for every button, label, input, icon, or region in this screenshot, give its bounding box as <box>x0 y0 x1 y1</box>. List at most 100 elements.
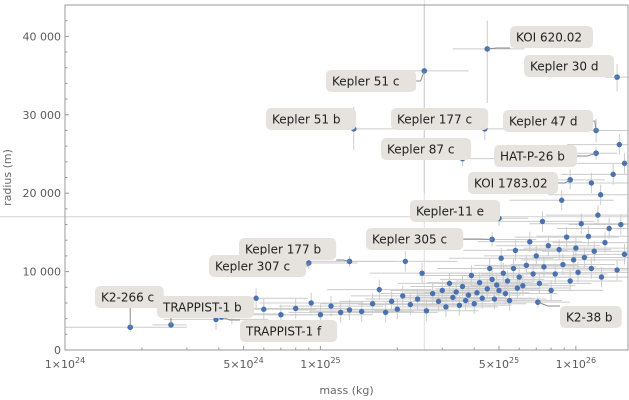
x-axis-label: mass (kg) <box>319 384 373 397</box>
label-box <box>266 108 357 130</box>
label-text: Kepler 51 c <box>332 75 399 89</box>
label-text: TRAPPIST-1 b <box>162 301 242 315</box>
data-point <box>261 306 267 312</box>
label-leader-line <box>577 152 597 157</box>
data-point <box>429 290 436 297</box>
data-point <box>610 171 616 178</box>
label-box <box>524 55 615 77</box>
data-point <box>439 287 446 294</box>
label-box <box>410 200 501 222</box>
data-point <box>456 302 463 309</box>
data-point <box>394 306 401 312</box>
point-label: TRAPPIST-1 b <box>157 296 255 318</box>
data-point <box>616 141 623 148</box>
data-point <box>510 265 517 272</box>
labeled-data-point <box>421 68 428 74</box>
data-point <box>423 308 430 314</box>
point-label: KOI 620.02 <box>510 26 593 48</box>
label-box <box>503 110 594 132</box>
point-label: Kepler-11 e <box>410 200 501 222</box>
data-point <box>337 309 344 316</box>
data-point <box>450 294 456 301</box>
data-point <box>614 267 620 273</box>
data-point <box>560 261 566 268</box>
data-point <box>498 255 504 261</box>
label-box <box>326 70 417 92</box>
data-point <box>588 265 595 272</box>
data-point <box>545 243 551 249</box>
labeled-data-point <box>168 322 174 328</box>
point-label: Kepler 51 c <box>326 70 417 92</box>
label-text: TRAPPIST-1 f <box>245 325 322 339</box>
data-point <box>213 316 219 323</box>
data-point <box>317 312 324 318</box>
data-point <box>552 271 558 277</box>
point-label: HAT-P-26 b <box>494 145 577 167</box>
x-tick-label: 5×1025 <box>479 356 519 371</box>
label-leader-line <box>221 316 240 321</box>
data-point <box>414 296 421 302</box>
data-point <box>376 286 382 293</box>
data-point <box>388 298 395 305</box>
point-label: Kepler 47 d <box>503 110 594 132</box>
data-point <box>536 280 543 287</box>
data-point <box>468 272 475 279</box>
label-box <box>510 26 593 48</box>
data-point <box>558 197 565 203</box>
data-point <box>496 287 502 294</box>
labeled-data-point <box>346 258 353 265</box>
label-leader-line <box>416 70 425 82</box>
label-text: HAT-P-26 b <box>500 150 565 164</box>
data-point <box>253 295 259 301</box>
data-point <box>459 283 466 290</box>
x-tick-label: 1×1024 <box>45 356 85 371</box>
data-point <box>621 160 628 167</box>
point-label: Kepler 177 c <box>391 108 489 130</box>
label-text: Kepler 30 d <box>530 60 598 74</box>
data-point <box>462 297 469 304</box>
data-point <box>621 251 628 258</box>
y-tick-label: 20 000 <box>23 187 62 200</box>
data-point <box>567 278 573 284</box>
y-tick-label: 30 000 <box>23 109 62 122</box>
x-tick-label: 1×1025 <box>300 356 340 371</box>
data-point <box>581 254 588 261</box>
data-point <box>575 269 581 276</box>
data-point <box>598 274 605 280</box>
data-point <box>514 285 521 291</box>
data-point <box>520 283 526 289</box>
label-text: Kepler-11 e <box>416 205 484 219</box>
point-label: Kepler 305 c <box>366 228 464 250</box>
data-point <box>573 245 579 251</box>
point-label: K2-38 b <box>560 306 622 328</box>
label-text: Kepler 51 b <box>272 113 340 127</box>
data-point <box>489 276 495 283</box>
data-point <box>602 239 608 246</box>
data-point <box>606 225 612 232</box>
labeled-data-point <box>489 236 495 243</box>
label-text: Kepler 307 c <box>215 260 290 274</box>
label-box <box>366 228 464 250</box>
data-point <box>476 279 483 286</box>
data-point <box>618 221 624 228</box>
label-text: Kepler 177 b <box>245 243 321 257</box>
label-box <box>209 255 307 277</box>
y-tick-label: 10 000 <box>23 266 62 279</box>
label-leader-line <box>558 179 571 184</box>
label-leader-line <box>593 120 597 131</box>
data-point <box>591 248 597 254</box>
label-box <box>157 296 255 318</box>
label-leader-line <box>487 47 510 50</box>
data-point <box>516 274 522 280</box>
data-point <box>479 295 485 301</box>
data-point <box>523 262 530 269</box>
point-label: Kepler 30 d <box>524 55 615 77</box>
x-tick-label: 5×1024 <box>223 356 263 371</box>
data-point <box>494 282 500 288</box>
label-text: Kepler 47 d <box>509 115 577 129</box>
data-point <box>369 301 376 307</box>
label-box <box>560 306 622 328</box>
point-label: Kepler 87 c <box>381 138 472 160</box>
data-point <box>500 270 507 276</box>
